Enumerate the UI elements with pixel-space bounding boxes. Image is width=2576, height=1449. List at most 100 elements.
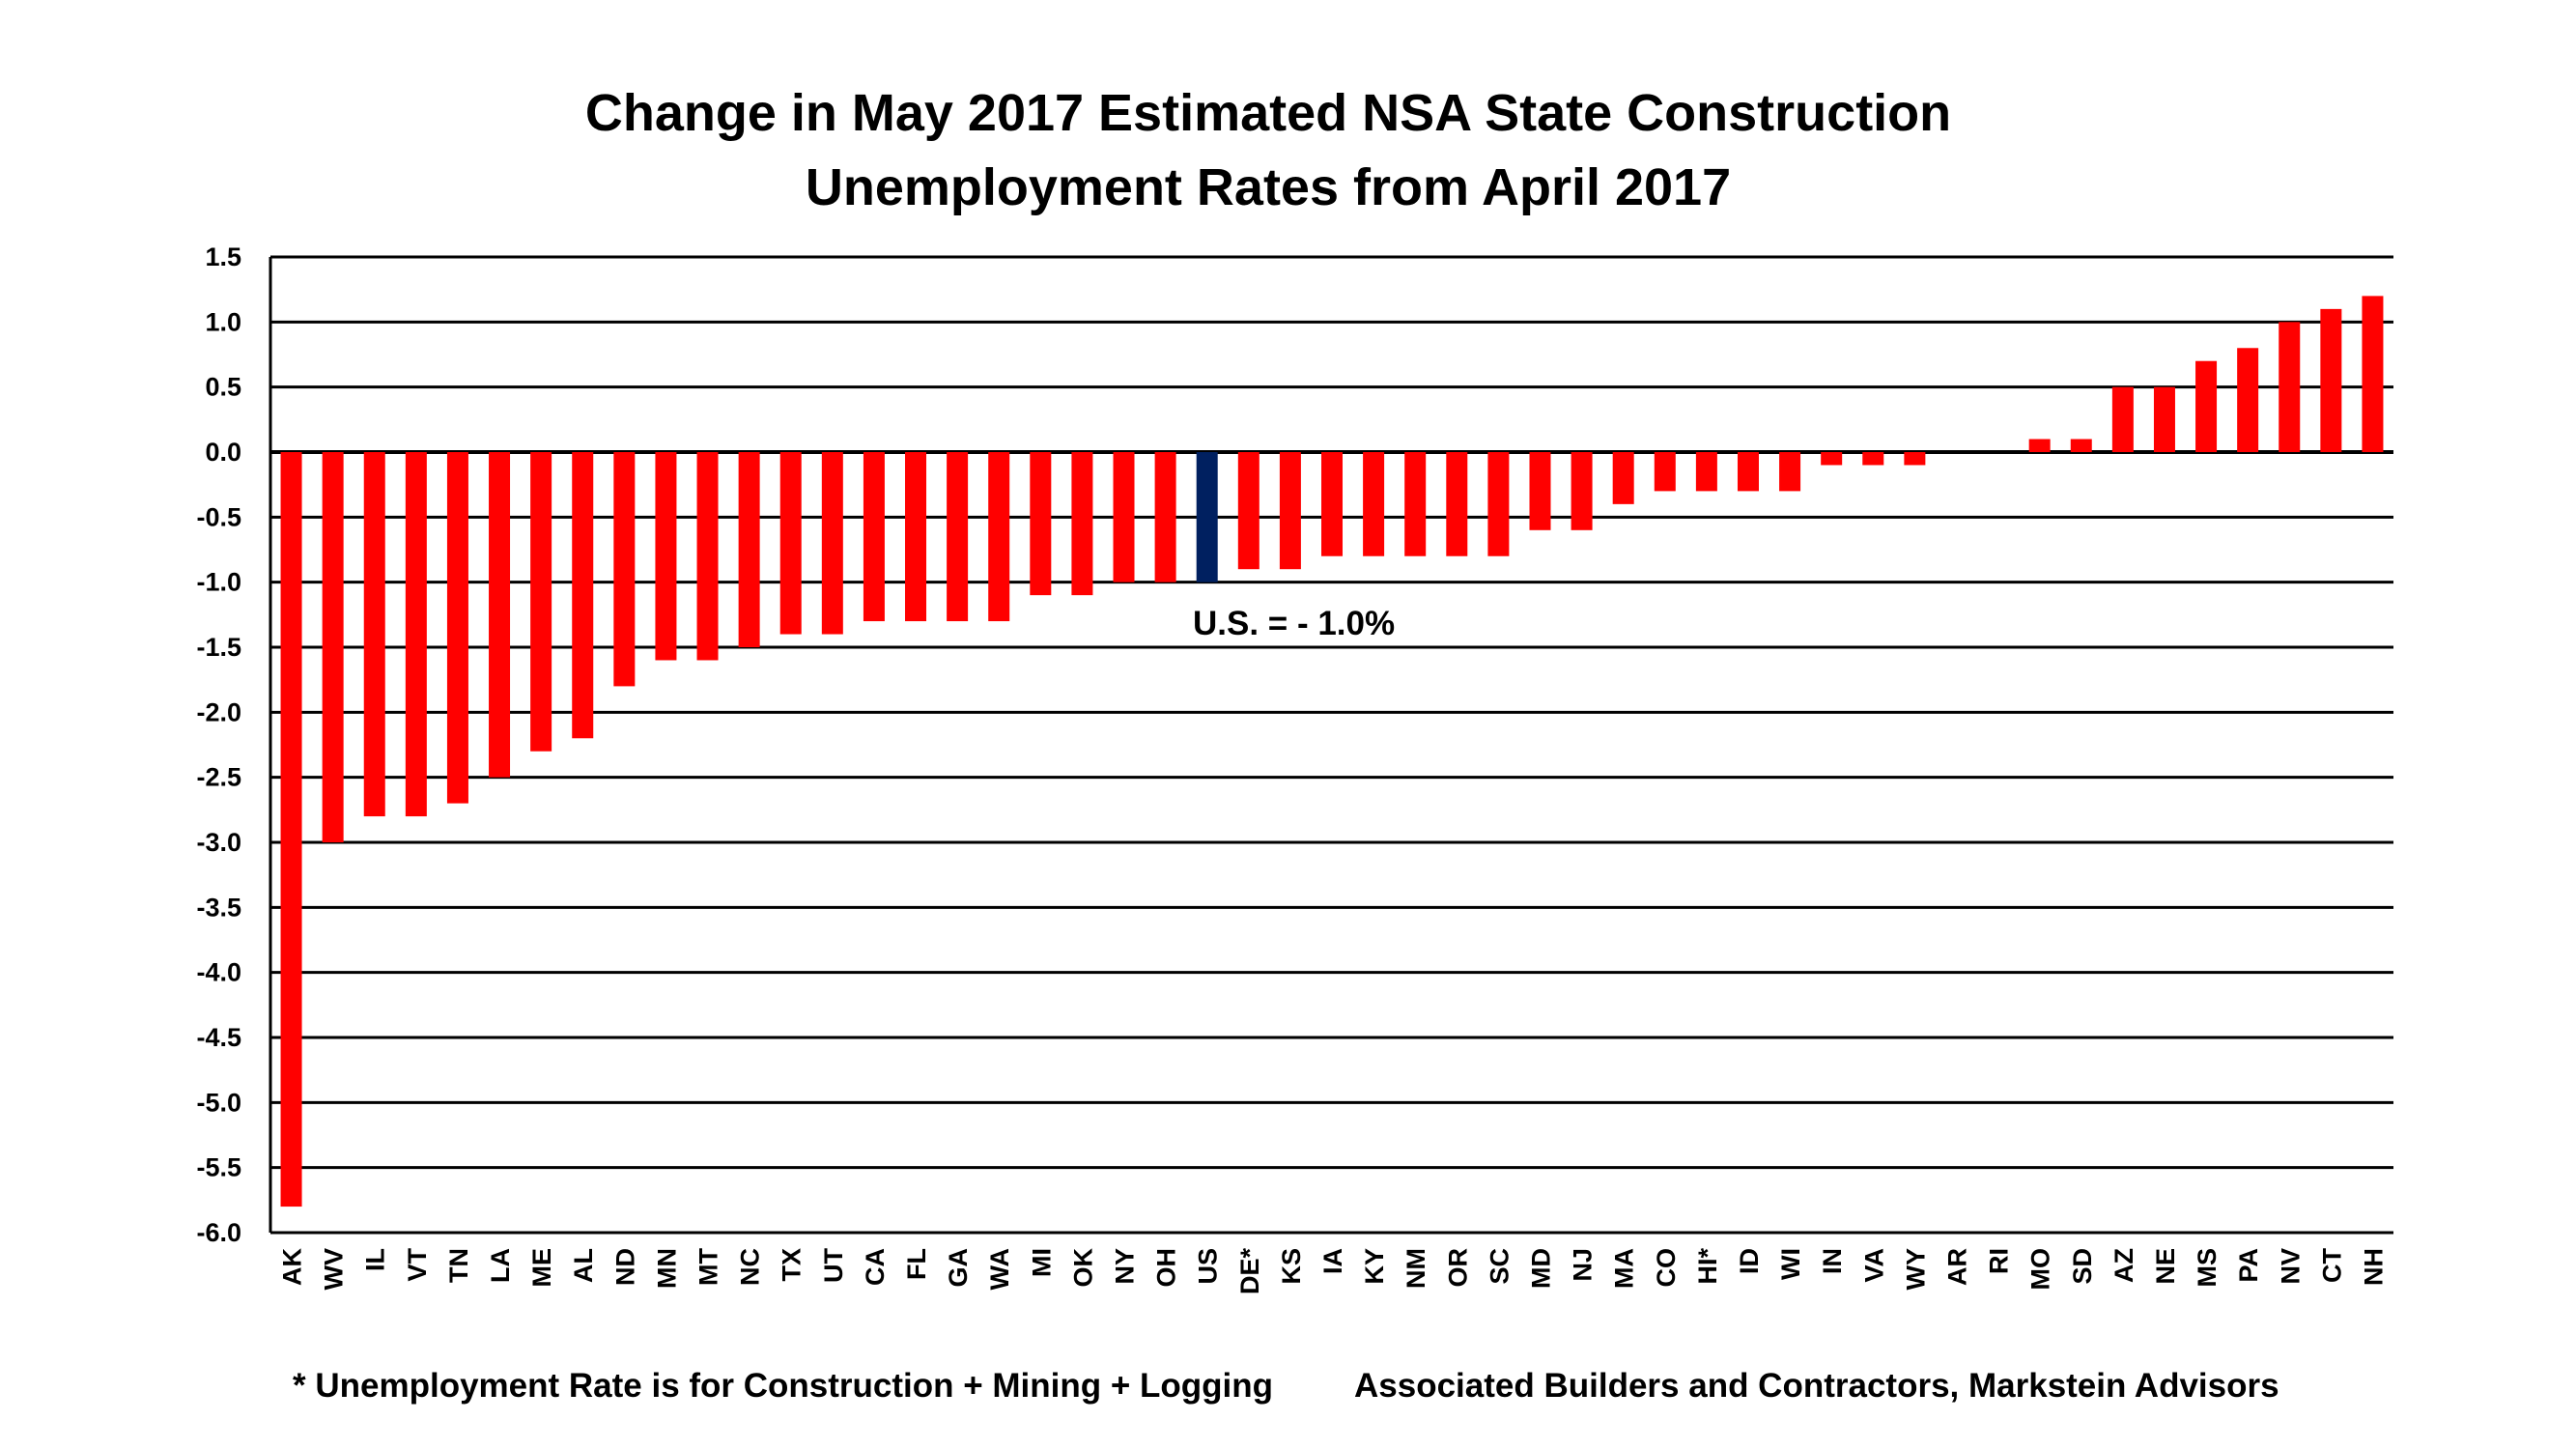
bar-sd	[2070, 439, 2092, 452]
x-category-label: CA	[861, 1248, 890, 1286]
x-category-label: SC	[1485, 1248, 1514, 1285]
y-tick-label: -3.0	[196, 828, 241, 857]
x-category-label: PA	[2234, 1248, 2263, 1283]
x-category-label: WA	[985, 1248, 1014, 1291]
y-tick-label: 1.0	[205, 307, 241, 336]
bar-nd	[613, 452, 636, 687]
bar-wv	[322, 452, 344, 842]
bar-ak	[280, 452, 302, 1208]
bar-ok	[1071, 452, 1093, 596]
bar-ne	[2153, 386, 2175, 452]
y-tick-label: -0.5	[196, 502, 241, 531]
bar-ky	[1363, 452, 1385, 556]
x-category-label: MD	[1526, 1248, 1555, 1289]
x-category-label: AR	[1942, 1248, 1971, 1286]
x-category-label: MA	[1610, 1248, 1639, 1289]
bar-mt	[696, 452, 719, 661]
y-tick-label: -5.5	[196, 1153, 241, 1182]
y-tick-label: -4.5	[196, 1023, 241, 1052]
chart-title-line-1: Change in May 2017 Estimated NSA State C…	[585, 84, 1951, 142]
bar-vt	[405, 452, 427, 817]
x-category-label: WV	[320, 1248, 349, 1291]
x-category-label: ND	[610, 1248, 639, 1286]
x-category-label: NC	[736, 1248, 765, 1286]
bar-ga	[947, 452, 969, 622]
bar-nm	[1404, 452, 1427, 556]
bar-wa	[988, 452, 1010, 622]
x-category-label: MS	[2193, 1248, 2222, 1288]
bar-id	[1737, 452, 1759, 492]
footnote-left: * Unemployment Rate is for Construction …	[293, 1367, 1273, 1405]
x-category-label: ID	[1735, 1248, 1764, 1274]
bar-tn	[446, 452, 468, 804]
bar-ct	[2320, 308, 2342, 452]
bars	[280, 296, 2384, 1208]
x-category-label: DE*	[1235, 1248, 1264, 1295]
x-category-label: TX	[778, 1248, 807, 1282]
chart-title-line-2: Unemployment Rates from April 2017	[806, 158, 1731, 216]
bar-mn	[655, 452, 677, 661]
x-category-label: KS	[1277, 1248, 1306, 1285]
y-tick-label: -6.0	[196, 1218, 241, 1247]
x-category-label: OK	[1068, 1247, 1097, 1287]
x-category-label: NJ	[1569, 1248, 1598, 1282]
x-category-label: MO	[2026, 1248, 2055, 1291]
x-category-label: CO	[1652, 1248, 1681, 1288]
x-category-label: IL	[361, 1248, 390, 1271]
x-category-label: KY	[1360, 1248, 1389, 1285]
bar-ma	[1612, 452, 1634, 504]
bar-in	[1821, 452, 1843, 466]
bar-co	[1654, 452, 1676, 492]
bar-al	[572, 452, 594, 739]
x-axis-category-labels: AK WV IL VT TN LA ME AL ND MN MT NC TX UT CA FL GA WA MI OK…	[278, 1247, 2389, 1294]
x-category-label: MN	[652, 1248, 681, 1289]
x-category-label: TN	[444, 1248, 473, 1283]
x-category-label: NM	[1401, 1248, 1430, 1289]
bar-de	[1237, 452, 1260, 570]
bar-ca	[863, 452, 885, 622]
gridlines	[270, 255, 2393, 1235]
x-category-label: RI	[1985, 1248, 2014, 1274]
y-tick-label: -2.0	[196, 697, 241, 726]
bar-ks	[1279, 452, 1301, 570]
y-tick-label: -4.0	[196, 958, 241, 987]
x-category-label: NV	[2276, 1248, 2305, 1285]
x-category-label: MI	[1027, 1248, 1056, 1277]
x-category-label: OH	[1152, 1248, 1181, 1288]
bar-nj	[1571, 452, 1593, 530]
x-category-label: US	[1194, 1248, 1223, 1285]
bar-oh	[1154, 452, 1176, 582]
x-category-label: UT	[819, 1248, 848, 1283]
bar-ia	[1321, 452, 1343, 556]
bar-pa	[2237, 348, 2259, 452]
bar-nc	[738, 452, 760, 647]
x-category-label: VA	[1859, 1248, 1888, 1283]
y-tick-label: 0.5	[205, 373, 241, 402]
x-category-label: MT	[694, 1247, 723, 1285]
us-annotation: U.S. = - 1.0%	[1193, 605, 1395, 642]
bar-sc	[1487, 452, 1510, 556]
x-category-label: CT	[2317, 1248, 2346, 1283]
x-category-label: VT	[403, 1248, 432, 1282]
x-category-label: WI	[1776, 1248, 1805, 1280]
y-tick-label: 1.5	[205, 242, 241, 271]
bar-va	[1862, 452, 1884, 466]
bar-wy	[1904, 452, 1926, 466]
x-category-label: FL	[902, 1248, 931, 1280]
bar-la	[489, 452, 511, 778]
x-category-label: WY	[1901, 1248, 1930, 1291]
y-tick-label: -3.5	[196, 893, 241, 922]
y-tick-label: -1.5	[196, 633, 241, 662]
bar-hi	[1695, 452, 1717, 492]
bar-mi	[1030, 452, 1052, 596]
x-category-label: NE	[2151, 1248, 2180, 1285]
bar-ms	[2195, 360, 2218, 452]
x-category-label: IN	[1818, 1248, 1847, 1274]
bar-me	[530, 452, 552, 752]
x-category-label: AK	[278, 1248, 307, 1286]
x-category-label: OR	[1443, 1248, 1472, 1288]
footnote-source: Associated Builders and Contractors, Mar…	[1354, 1367, 2279, 1405]
bar-us	[1196, 452, 1218, 582]
bar-ut	[821, 452, 843, 635]
